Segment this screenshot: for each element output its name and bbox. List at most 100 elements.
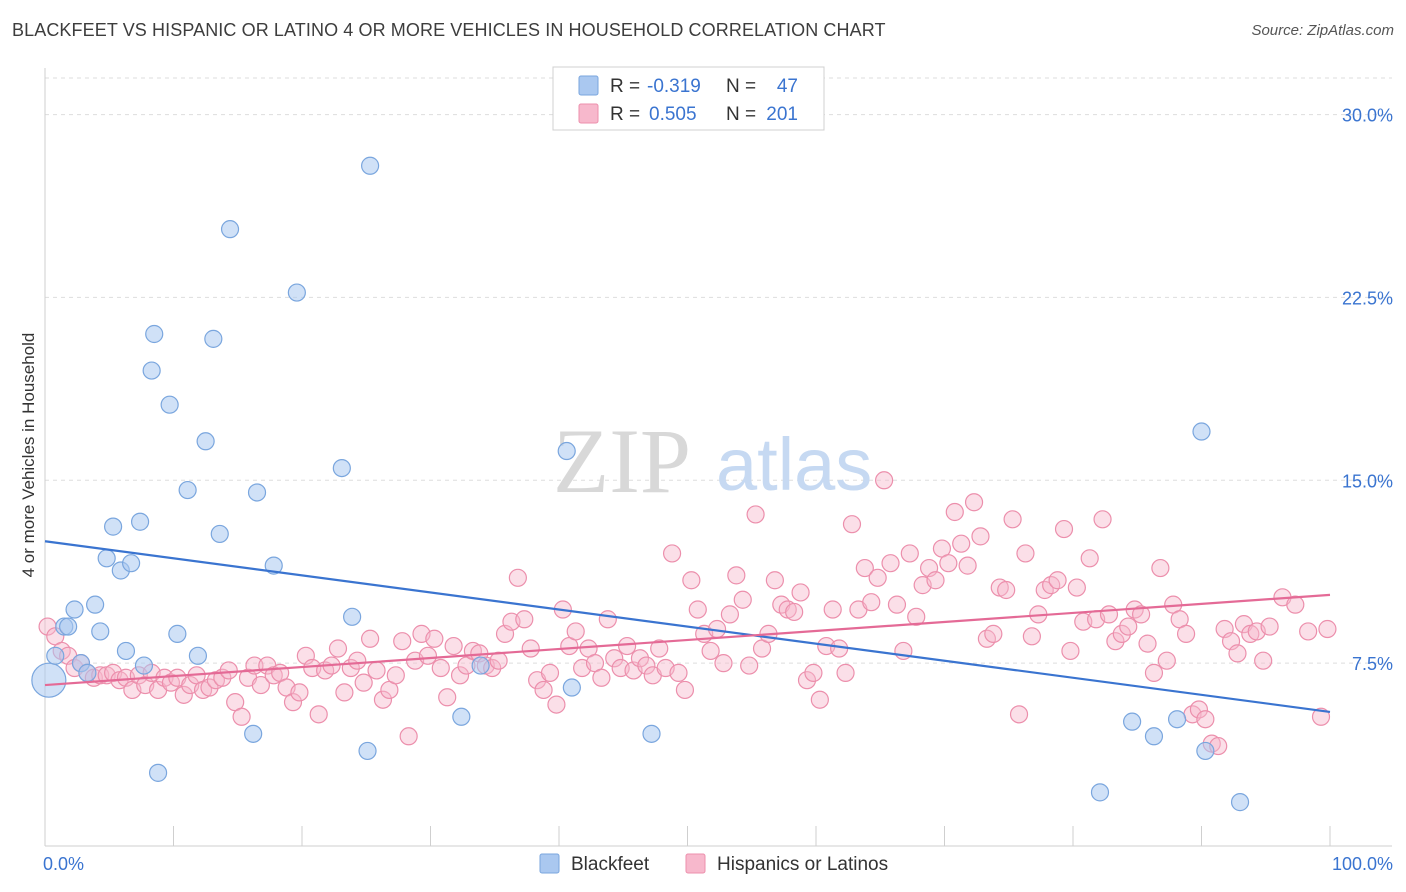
watermark-atlas: atlas [716, 423, 872, 506]
blackfeet-point [244, 724, 263, 743]
y-tick-label: 7.5% [1352, 654, 1393, 674]
hispanic-points [38, 471, 1337, 756]
hispanic-point [682, 571, 701, 590]
legend-r-value: 0.505 [649, 104, 697, 125]
hispanic-point [1106, 632, 1125, 651]
legend-n-value: 201 [766, 104, 798, 125]
hispanic-point [727, 566, 746, 585]
hispanic-point [720, 605, 740, 624]
blackfeet-point [264, 556, 283, 575]
hispanic-point [1254, 651, 1273, 670]
hispanic-point [309, 705, 328, 724]
blackfeet-point [97, 549, 116, 568]
hispanic-point [765, 571, 784, 590]
blackfeet-point [1196, 741, 1215, 761]
blackfeet-point [287, 283, 306, 302]
blackfeet-point [65, 600, 84, 619]
legend-r-label: R = [610, 104, 640, 125]
x-tick-label: 0.0% [43, 854, 84, 874]
hispanic-point [373, 690, 393, 709]
blackfeet-point [642, 724, 661, 743]
blackfeet-point [46, 646, 65, 665]
legend-n-value: 47 [777, 76, 798, 97]
hispanic-point [174, 685, 193, 704]
hispanic-point [785, 602, 804, 622]
blackfeet-point [1192, 422, 1211, 441]
hispanic-point [746, 505, 765, 524]
hispanic-point [1228, 644, 1247, 663]
hispanic-point [823, 600, 842, 619]
blackfeet-point [116, 641, 136, 661]
hispanic-point [1286, 595, 1305, 614]
hispanic-point [964, 493, 984, 512]
blackfeet-point [562, 678, 581, 697]
hispanic-point [1119, 617, 1138, 636]
blackfeet-point [59, 617, 78, 636]
hispanic-point [997, 580, 1016, 600]
blackfeet-point [247, 483, 267, 502]
blackfeet-point [1123, 712, 1142, 731]
hispanic-point [887, 595, 907, 614]
hispanic-point [1022, 627, 1041, 646]
hispanic-point [1080, 549, 1099, 568]
blackfeet-point [196, 432, 215, 451]
hispanic-point [283, 693, 303, 712]
blackfeet-point [130, 512, 150, 531]
hispanic-point [508, 568, 527, 587]
blackfeet-point [204, 329, 223, 348]
blackfeet-point [142, 361, 161, 380]
hispanic-point [1157, 651, 1176, 670]
blackfeet-point [178, 480, 197, 500]
legend-n-label: N = [726, 76, 756, 97]
hispanic-point [200, 678, 219, 697]
hispanic-point [1189, 700, 1209, 719]
hispanic-point [733, 590, 752, 609]
hispanic-point [1054, 519, 1074, 539]
blackfeet-point [134, 656, 154, 675]
hispanic-point [547, 695, 566, 714]
series-legend-swatch-hispanic [685, 853, 706, 874]
legend-swatch-hispanic [578, 103, 599, 124]
hispanic-point [804, 663, 823, 682]
hispanic-point [836, 663, 855, 682]
hispanic-point [669, 663, 688, 682]
hispanic-point [566, 622, 585, 641]
hispanic-point [881, 554, 900, 573]
hispanic-point [714, 654, 733, 673]
hispanic-point [444, 636, 463, 656]
hispanic-point [1176, 624, 1196, 643]
blackfeet-point [1167, 710, 1187, 729]
hispanic-point [219, 661, 238, 680]
hispanic-point [984, 624, 1003, 643]
hispanic-point [290, 683, 309, 702]
hispanic-point [855, 558, 874, 578]
y-axis-label: 4 or more Vehicles in Household [19, 333, 38, 578]
hispanic-point [1003, 510, 1022, 529]
hispanic-point [688, 600, 707, 619]
y-tick-label: 22.5% [1342, 288, 1393, 308]
watermark: ZIP atlas [553, 410, 872, 512]
blackfeet-point [91, 622, 110, 641]
y-tick-labels: 7.5% 15.0% 22.5% 30.0% [1342, 106, 1393, 675]
blackfeet-point [145, 324, 164, 344]
series-legend-label-hispanic: Hispanics or Latinos [717, 854, 888, 875]
hispanic-point [1016, 544, 1035, 563]
hispanic-point [251, 675, 270, 695]
hispanic-point [1067, 578, 1086, 597]
hispanic-point [1144, 663, 1164, 682]
blackfeet-point [332, 458, 351, 478]
hispanic-point [1061, 641, 1080, 661]
hispanic-point [450, 666, 470, 685]
blackfeet-point [452, 707, 471, 726]
blackfeet-point [121, 554, 141, 573]
blackfeet-point [361, 156, 380, 175]
hispanic-point [521, 639, 540, 658]
hispanic-point [650, 639, 669, 658]
blackfeet-point [31, 662, 67, 698]
hispanic-point [1132, 605, 1151, 624]
blackfeet-trend-line [44, 540, 1331, 713]
blackfeet-point [86, 595, 105, 614]
series-legend-label-blackfeet: Blackfeet [571, 854, 650, 875]
blackfeet-point [104, 517, 123, 536]
